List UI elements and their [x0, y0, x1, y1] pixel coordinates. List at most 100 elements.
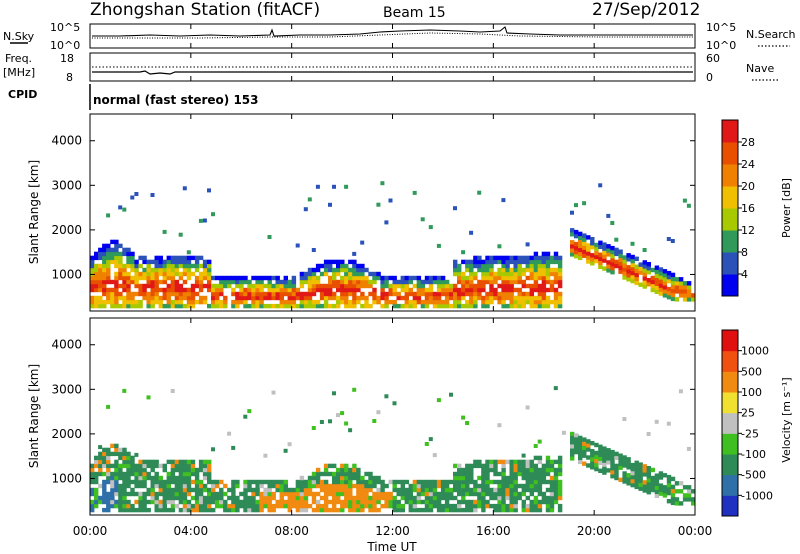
echo-cell	[194, 283, 200, 289]
echo-cell	[557, 279, 563, 285]
echo-cell	[142, 295, 147, 301]
echo-cell	[380, 479, 385, 485]
echo-cell	[457, 279, 462, 285]
echo-cell	[517, 495, 522, 501]
echo-cell	[509, 275, 514, 281]
cpid-text: normal (fast stereo) 153	[93, 93, 259, 107]
echo-cell	[440, 303, 446, 309]
echo-cell	[90, 267, 95, 273]
echo-cell	[287, 295, 292, 301]
echo-cell	[481, 263, 486, 269]
echo-cell	[223, 507, 228, 513]
echo-cell	[642, 280, 647, 285]
echo-cell	[432, 487, 438, 493]
echo-cell	[255, 491, 260, 497]
echo-cell	[590, 457, 595, 462]
echo-cell	[166, 259, 171, 265]
echo-cell	[150, 495, 155, 501]
echo-cell	[94, 455, 99, 461]
echo-cell	[198, 255, 204, 261]
echo-cell	[102, 491, 107, 497]
echo-cell	[501, 467, 506, 473]
echo-cell	[513, 463, 518, 469]
echo-cell	[118, 263, 123, 269]
echo-cell	[90, 507, 95, 513]
echo-cell	[432, 503, 438, 509]
echo-cell	[190, 291, 196, 297]
echo-cell	[489, 491, 494, 497]
echo-cell	[481, 471, 486, 477]
echo-cell	[481, 295, 486, 301]
echo-cell	[529, 483, 534, 489]
echo-cell	[578, 435, 583, 441]
echo-cell	[202, 475, 208, 481]
echo-cell	[247, 303, 252, 309]
echo-cell	[207, 188, 211, 193]
echo-cell	[513, 287, 518, 293]
echo-cell	[283, 503, 288, 509]
echo-cell	[444, 483, 450, 489]
echo-cell	[412, 503, 418, 509]
echo-cell	[190, 479, 196, 485]
echo-cell	[243, 275, 248, 281]
echo-cell	[247, 479, 252, 485]
echo-cell	[352, 475, 357, 481]
echo-cell	[416, 507, 422, 513]
echo-cell	[594, 458, 599, 464]
echo-cell	[340, 299, 345, 305]
echo-cell	[352, 251, 357, 256]
echo-cell	[553, 267, 559, 273]
echo-cell	[400, 487, 405, 493]
echo-cell	[315, 479, 321, 485]
echo-cell	[315, 303, 321, 309]
echo-cell	[606, 264, 611, 269]
echo-cell	[376, 475, 381, 481]
echo-cell	[469, 499, 474, 505]
echo-cell	[469, 299, 474, 305]
echo-cell	[279, 291, 284, 297]
echo-cell	[396, 479, 401, 485]
echo-cell	[178, 479, 184, 485]
echo-cell	[432, 483, 438, 489]
echo-cell	[582, 237, 587, 242]
echo-cell	[255, 499, 260, 505]
echo-cell	[582, 253, 587, 258]
echo-cell	[166, 267, 171, 273]
echo-cell	[570, 444, 575, 449]
echo-cell	[537, 283, 543, 289]
echo-cell	[340, 491, 345, 497]
echo-cell	[255, 299, 260, 305]
echo-cell	[348, 271, 353, 277]
echo-cell	[178, 467, 184, 473]
echo-cell	[110, 499, 115, 505]
echo-cell	[328, 202, 332, 207]
echo-cell	[166, 475, 171, 481]
echo-cell	[505, 267, 510, 273]
echo-cell	[457, 499, 462, 505]
echo-cell	[102, 243, 107, 249]
echo-cell	[501, 475, 506, 481]
time-tick-label: 16:00	[476, 524, 511, 538]
echo-cell	[239, 283, 244, 289]
echo-cell	[610, 458, 615, 463]
echo-cell	[174, 271, 180, 277]
echo-cell	[178, 495, 184, 501]
echo-cell	[287, 287, 292, 293]
echo-cell	[691, 501, 696, 506]
echo-cell	[182, 303, 188, 309]
echo-cell	[505, 507, 510, 513]
echo-cell	[666, 295, 672, 300]
echo-cell	[267, 503, 272, 509]
echo-cell	[166, 255, 171, 261]
echo-cell	[493, 491, 498, 497]
echo-cell	[465, 263, 470, 269]
echo-cell	[251, 499, 256, 505]
echo-cell	[94, 463, 99, 469]
echo-cell	[348, 279, 353, 285]
echo-cell	[231, 507, 236, 513]
echo-cell	[650, 475, 655, 481]
echo-cell	[654, 493, 660, 498]
echo-cell	[150, 267, 155, 273]
echo-cell	[529, 287, 534, 293]
echo-cell	[162, 279, 167, 285]
